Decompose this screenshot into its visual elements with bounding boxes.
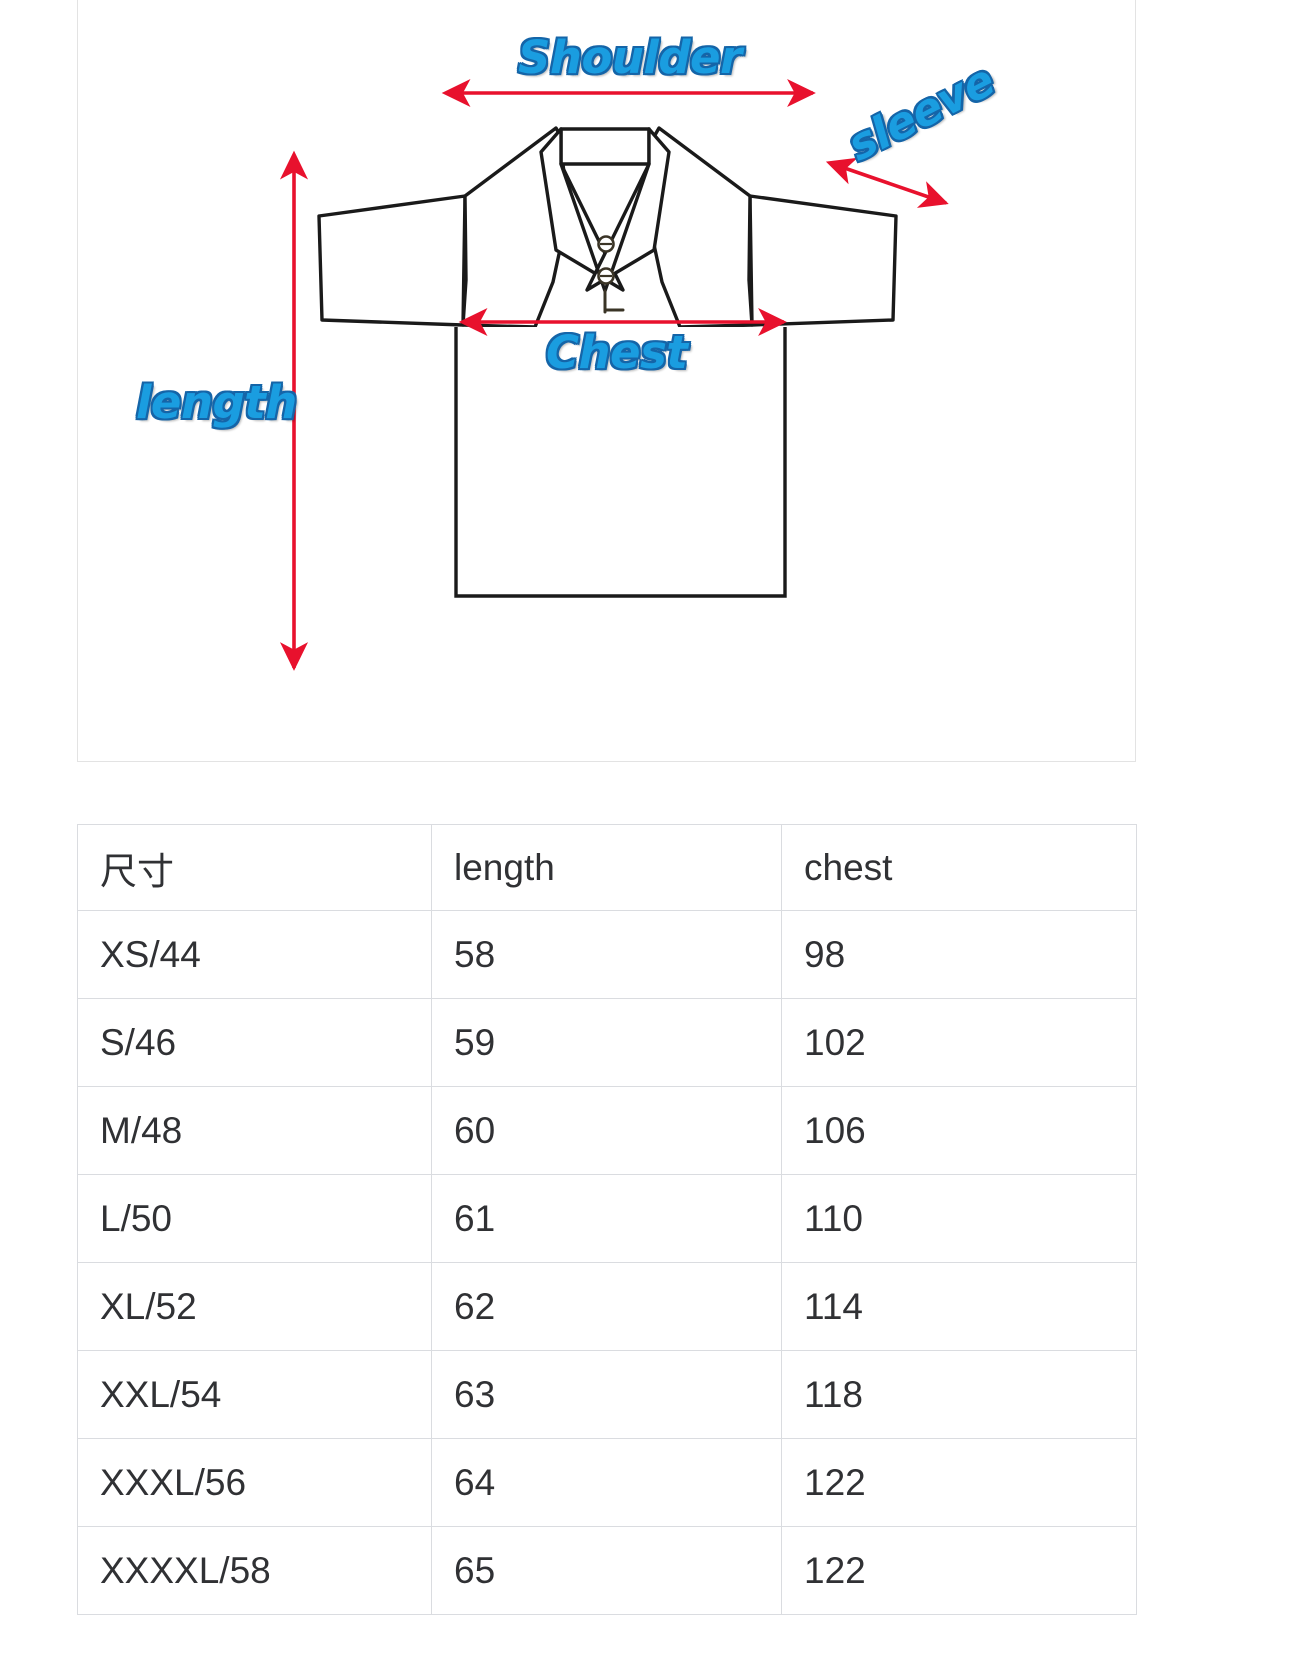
left-shoulder-panel — [461, 126, 570, 329]
cell-chest: 98 — [781, 910, 1137, 999]
cell-length: 63 — [431, 1350, 782, 1439]
placket-strip — [603, 289, 625, 312]
table-row: XL/52 62 114 — [77, 1262, 1137, 1351]
table-row: XXXXL/58 65 122 — [77, 1526, 1137, 1615]
cell-size: XS/44 — [77, 910, 432, 999]
cell-length: 60 — [431, 1086, 782, 1175]
column-header-length: length — [431, 824, 782, 911]
cell-size: XL/52 — [77, 1262, 432, 1351]
cell-length: 61 — [431, 1174, 782, 1263]
right-shoulder-panel — [645, 126, 754, 329]
cell-chest: 118 — [781, 1350, 1137, 1439]
cell-chest: 122 — [781, 1438, 1137, 1527]
table-header-row: 尺寸 length chest — [77, 824, 1137, 911]
size-chart-table: 尺寸 length chest XS/44 58 98 S/46 59 102 … — [77, 824, 1137, 1615]
cell-size: XXL/54 — [77, 1350, 432, 1439]
collar-group — [539, 127, 671, 293]
cell-chest: 106 — [781, 1086, 1137, 1175]
cell-length: 65 — [431, 1526, 782, 1615]
cell-length: 59 — [431, 998, 782, 1087]
table-row: L/50 61 110 — [77, 1174, 1137, 1263]
size-diagram-panel: Shoulder sleeve Chest length — [77, 0, 1136, 762]
table-row: XXXL/56 64 122 — [77, 1438, 1137, 1527]
collar-band — [559, 127, 651, 166]
cell-length: 62 — [431, 1262, 782, 1351]
polo-shirt-diagram-svg — [279, 78, 949, 671]
cell-chest: 110 — [781, 1174, 1137, 1263]
placket-bottom-hook — [603, 289, 625, 312]
size-table-body: XS/44 58 98 S/46 59 102 M/48 60 106 L/50… — [77, 910, 1137, 1615]
cell-size: L/50 — [77, 1174, 432, 1263]
cell-length: 58 — [431, 910, 782, 999]
garment-outline — [317, 126, 898, 329]
table-row: S/46 59 102 — [77, 998, 1137, 1087]
right-sleeve — [748, 194, 898, 327]
cell-chest: 102 — [781, 998, 1137, 1087]
buttons-group — [597, 235, 615, 285]
table-row: M/48 60 106 — [77, 1086, 1137, 1175]
torso-group — [454, 327, 787, 598]
cell-size: M/48 — [77, 1086, 432, 1175]
column-header-size: 尺寸 — [77, 824, 432, 911]
cell-chest: 122 — [781, 1526, 1137, 1615]
size-table-container: 尺寸 length chest XS/44 58 98 S/46 59 102 … — [77, 824, 1137, 1615]
cell-chest: 114 — [781, 1262, 1137, 1351]
cell-length: 64 — [431, 1438, 782, 1527]
cell-size: S/46 — [77, 998, 432, 1087]
size-table-head: 尺寸 length chest — [77, 824, 1137, 911]
table-row: XXL/54 63 118 — [77, 1350, 1137, 1439]
cell-size: XXXXL/58 — [77, 1526, 432, 1615]
column-header-chest: chest — [781, 824, 1137, 911]
table-row: XS/44 58 98 — [77, 910, 1137, 999]
left-sleeve — [317, 194, 467, 327]
sleeve-measure-arrow — [825, 157, 949, 208]
cell-size: XXXL/56 — [77, 1438, 432, 1527]
